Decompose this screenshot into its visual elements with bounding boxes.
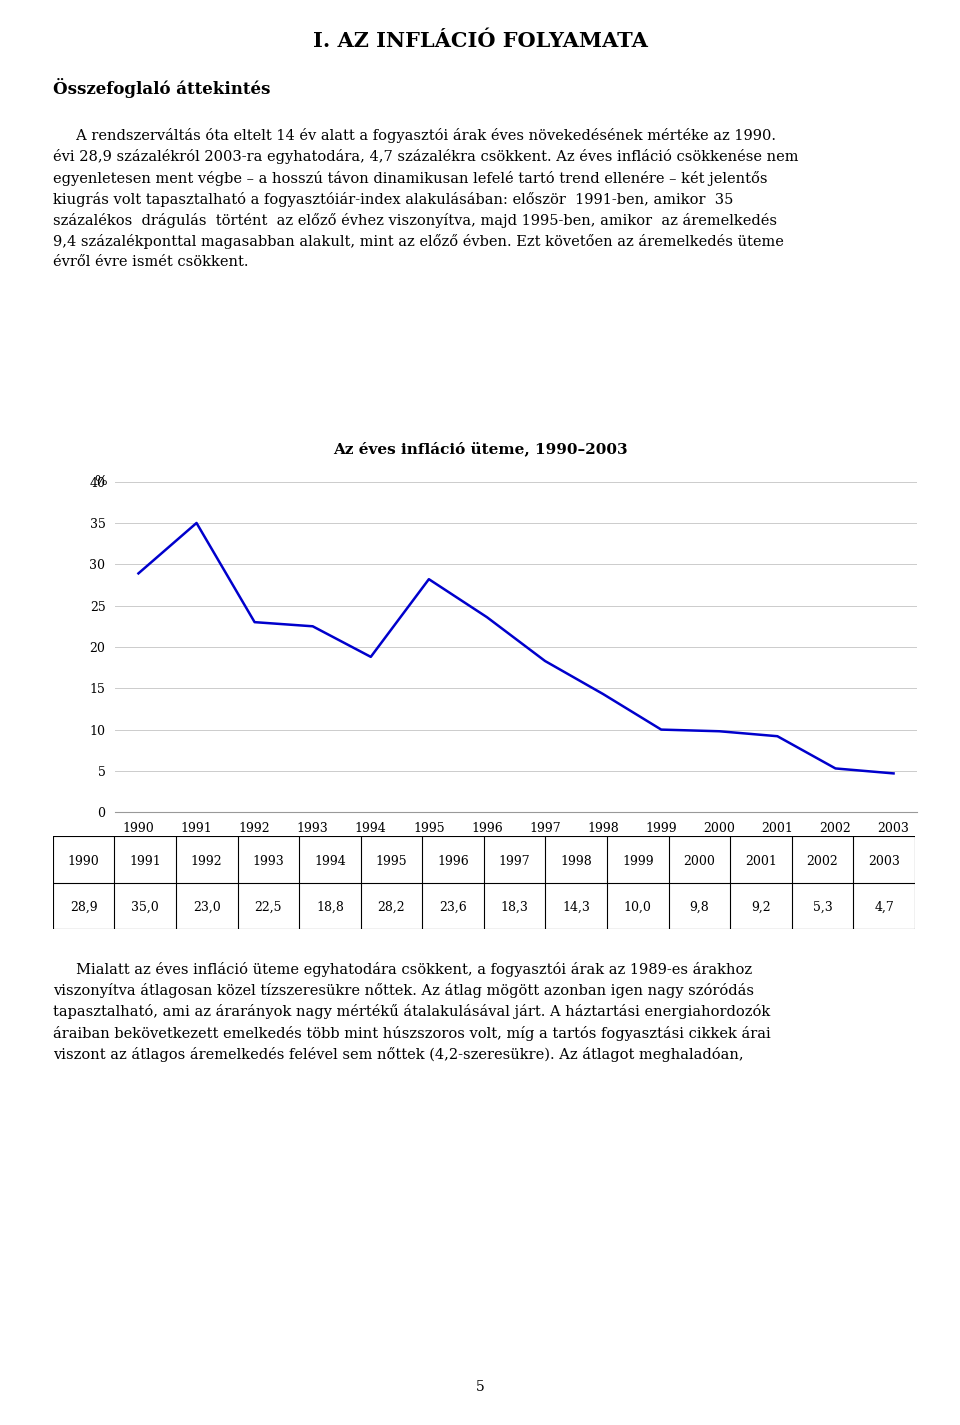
Text: 22,5: 22,5 — [254, 901, 282, 913]
Text: 28,2: 28,2 — [377, 901, 405, 913]
Text: A rendszerváltás óta eltelt 14 év alatt a fogyasztói árak éves növekedésének mér: A rendszerváltás óta eltelt 14 év alatt … — [53, 128, 799, 269]
Text: 2002: 2002 — [806, 855, 838, 868]
Text: %: % — [94, 475, 107, 487]
Text: 18,3: 18,3 — [501, 901, 529, 913]
Text: 1990: 1990 — [68, 855, 100, 868]
Text: 23,0: 23,0 — [193, 901, 221, 913]
Text: 9,2: 9,2 — [751, 901, 771, 913]
Text: 1993: 1993 — [252, 855, 284, 868]
Text: I. AZ INFLÁCIÓ FOLYAMATA: I. AZ INFLÁCIÓ FOLYAMATA — [313, 31, 647, 51]
Text: 1999: 1999 — [622, 855, 654, 868]
Text: 5,3: 5,3 — [812, 901, 832, 913]
Text: 1995: 1995 — [375, 855, 407, 868]
Text: 1994: 1994 — [314, 855, 346, 868]
Text: 1997: 1997 — [499, 855, 531, 868]
Text: 35,0: 35,0 — [132, 901, 159, 913]
Text: 1991: 1991 — [130, 855, 161, 868]
Text: 28,9: 28,9 — [70, 901, 97, 913]
Text: Az éves infláció üteme, 1990–2003: Az éves infláció üteme, 1990–2003 — [333, 442, 627, 456]
Text: 1992: 1992 — [191, 855, 223, 868]
Text: 4,7: 4,7 — [875, 901, 894, 913]
Text: 18,8: 18,8 — [316, 901, 344, 913]
Text: 23,6: 23,6 — [439, 901, 467, 913]
Text: Mialatt az éves infláció üteme egyhatodára csökkent, a fogyasztói árak az 1989-e: Mialatt az éves infláció üteme egyhatodá… — [53, 962, 771, 1062]
Text: 5: 5 — [475, 1379, 485, 1394]
Text: 1998: 1998 — [561, 855, 592, 868]
Text: 2003: 2003 — [868, 855, 900, 868]
Text: 1996: 1996 — [437, 855, 468, 868]
Text: Összefoglaló áttekintés: Összefoglaló áttekintés — [53, 78, 270, 98]
Text: 14,3: 14,3 — [563, 901, 590, 913]
Text: 2001: 2001 — [745, 855, 777, 868]
Text: 2000: 2000 — [684, 855, 715, 868]
Text: 9,8: 9,8 — [689, 901, 709, 913]
Text: 10,0: 10,0 — [624, 901, 652, 913]
